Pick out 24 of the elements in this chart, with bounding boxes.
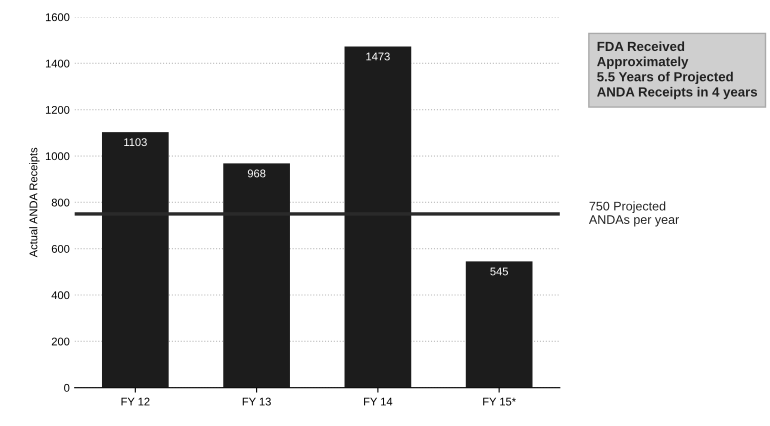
y-tick-label: 200 [52,338,70,346]
bar [344,46,412,388]
data-label: 1103 [124,138,147,146]
data-label: 1473 [366,52,390,60]
x-tick-label: FY 15* [483,398,516,406]
y-tick-label: 600 [52,244,70,253]
y-tick-label: 400 [52,291,70,300]
y-axis-title: Actual ANDA Receipts [29,148,40,258]
data-label: 968 [248,170,266,178]
x-tick-label: FY 13 [242,398,271,406]
x-tick-label: FY 14 [364,398,392,406]
x-tick-label: FY 12 [122,398,150,406]
y-tick-label: 1000 [46,152,70,160]
y-tick-label: 0 [64,384,70,392]
bar [102,132,169,388]
text: FDA Received Approximately 5.5 Years of Projected ANDA Receipts in 4 years [597,41,758,100]
bar [466,261,533,388]
bar [223,163,290,388]
data-label: 545 [490,268,508,276]
y-tick-label: 1600 [46,13,70,22]
y-tick-label: 800 [52,198,70,206]
ref-line-label: 750 Projected ANDAs per year [588,201,679,226]
y-tick-label: 1200 [46,106,70,114]
y-tick-label: 1400 [46,60,70,68]
